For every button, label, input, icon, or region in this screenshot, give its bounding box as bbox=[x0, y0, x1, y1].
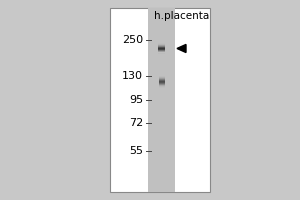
Bar bbox=[158, 47, 165, 48]
Bar bbox=[158, 78, 164, 79]
Bar bbox=[158, 44, 165, 45]
Bar bbox=[158, 82, 164, 83]
Bar bbox=[158, 49, 165, 50]
Bar bbox=[158, 79, 164, 80]
Bar bbox=[158, 77, 164, 78]
Bar bbox=[158, 81, 164, 82]
Bar bbox=[158, 50, 165, 51]
Bar bbox=[158, 51, 165, 52]
Text: 55: 55 bbox=[129, 146, 143, 156]
Bar bbox=[158, 85, 164, 86]
Bar bbox=[158, 86, 164, 87]
Bar bbox=[158, 46, 165, 47]
Bar bbox=[158, 84, 164, 85]
Text: 95: 95 bbox=[129, 95, 143, 105]
Text: h.placenta: h.placenta bbox=[154, 11, 209, 21]
Text: 250: 250 bbox=[122, 35, 143, 45]
Bar bbox=[158, 83, 164, 84]
Bar bbox=[158, 43, 165, 44]
Bar bbox=[158, 87, 164, 88]
Polygon shape bbox=[177, 44, 186, 53]
Bar bbox=[148, 8, 175, 192]
Text: 130: 130 bbox=[122, 71, 143, 81]
Bar bbox=[158, 53, 165, 54]
Bar bbox=[110, 8, 210, 192]
Bar bbox=[158, 48, 165, 49]
Bar bbox=[158, 45, 165, 46]
Bar bbox=[158, 76, 164, 77]
Bar bbox=[158, 80, 164, 81]
Text: 72: 72 bbox=[129, 118, 143, 128]
